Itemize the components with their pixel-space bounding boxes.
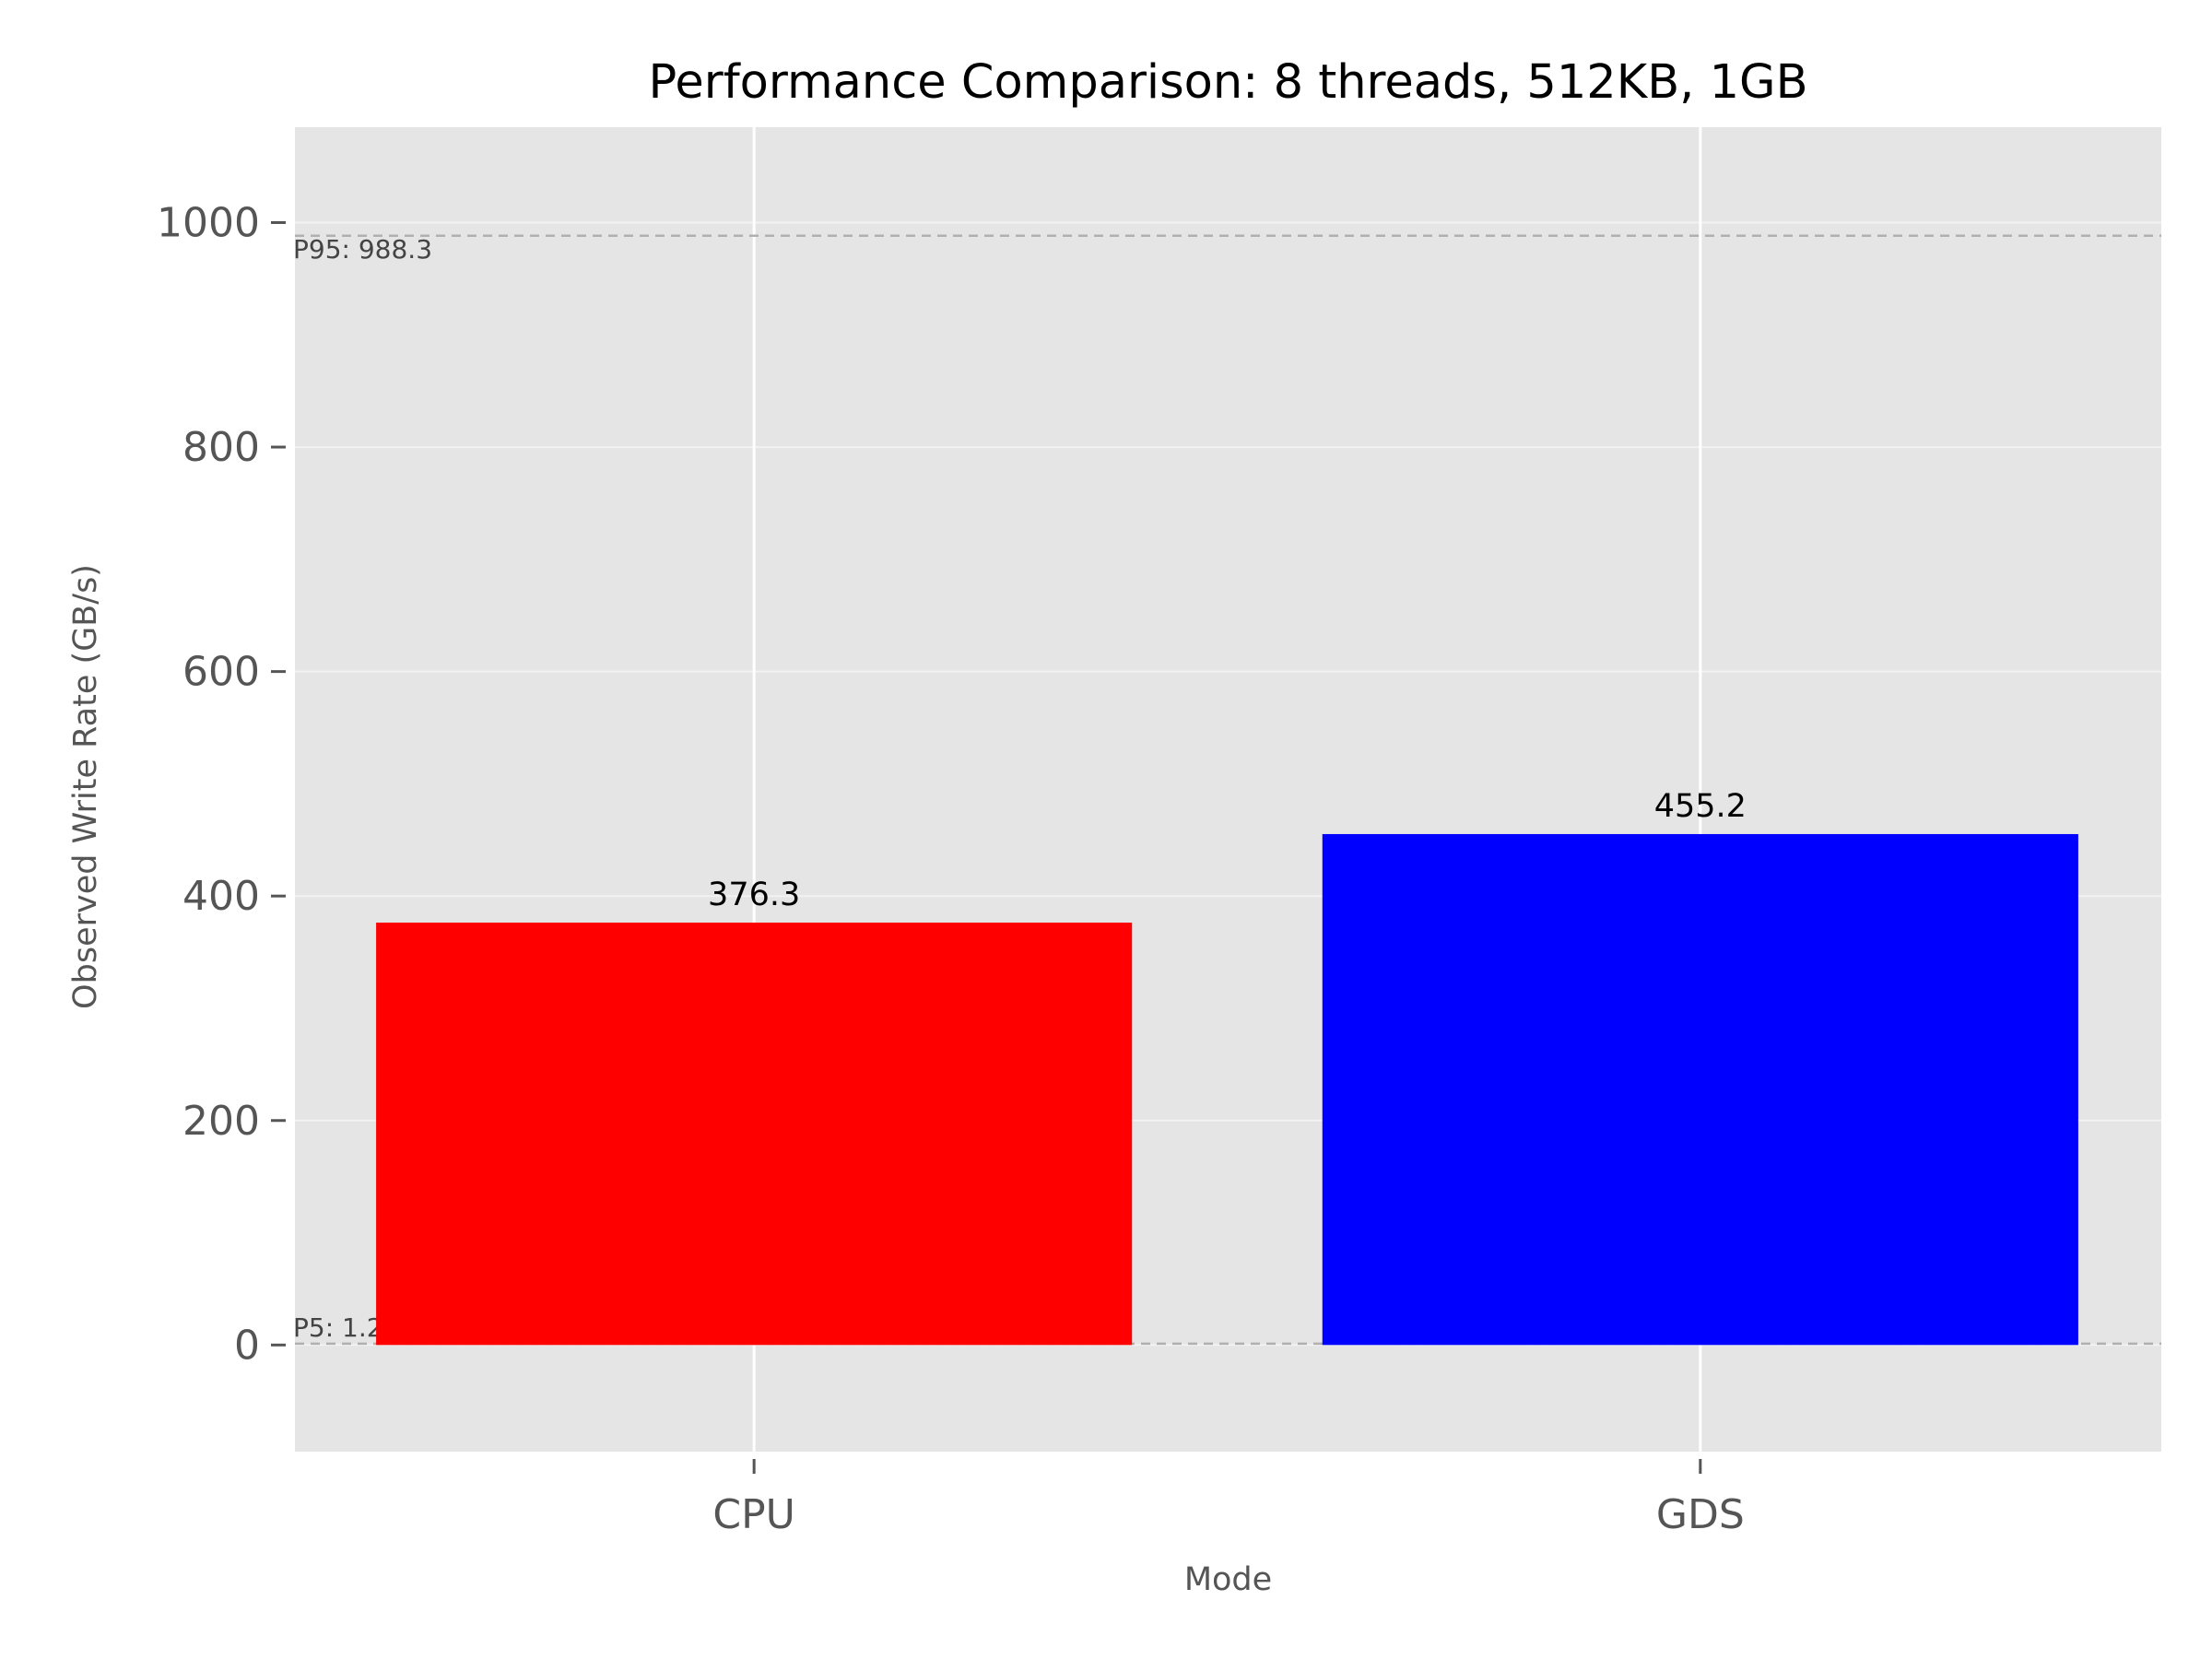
bar-value-label: 376.3 bbox=[708, 877, 800, 913]
x-tick-label: GDS bbox=[1656, 1491, 1745, 1538]
bar-value-label: 455.2 bbox=[1654, 788, 1747, 825]
bar bbox=[1322, 833, 2078, 1346]
reference-lines: P95: 988.3 P5: 1.2 bbox=[293, 234, 2161, 1346]
reference-line-label: P95: 988.3 bbox=[293, 234, 432, 265]
y-tick-label: 800 bbox=[182, 424, 260, 471]
y-tick-label: 1000 bbox=[157, 200, 260, 247]
y-tick-label: 0 bbox=[234, 1322, 260, 1369]
chart-title: Performance Comparison: 8 threads, 512KB… bbox=[648, 55, 1807, 110]
bar bbox=[376, 923, 1133, 1346]
x-axis-title: Mode bbox=[1184, 1561, 1272, 1598]
bars bbox=[376, 833, 2078, 1346]
y-tick-label: 600 bbox=[182, 649, 260, 696]
x-tick-label: CPU bbox=[712, 1491, 794, 1538]
data-labels: 376.3 455.2 bbox=[708, 788, 1747, 913]
y-axis-title: Observed Write Rate (GB/s) bbox=[67, 564, 104, 1009]
y-tick-label: 200 bbox=[182, 1098, 260, 1145]
reference-line-label: P5: 1.2 bbox=[293, 1312, 383, 1343]
y-tick-label: 400 bbox=[182, 873, 260, 920]
axes: 0 200 400 600 800 1000 CPU GDS bbox=[157, 200, 1745, 1538]
